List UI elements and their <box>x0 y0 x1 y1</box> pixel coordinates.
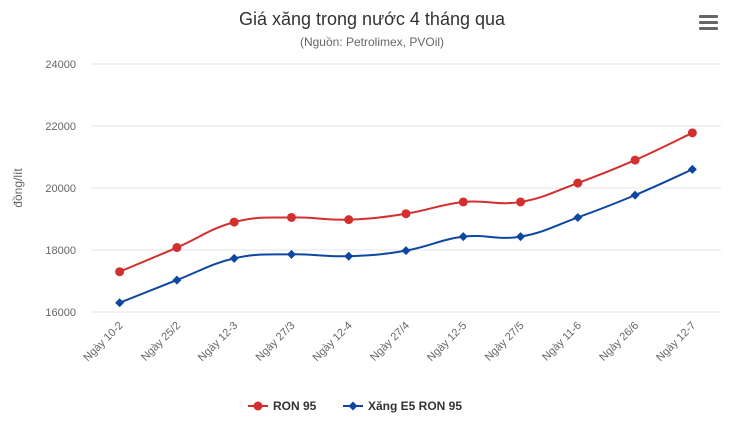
x-axis-ticks: Ngày 10-2 Ngày 25/2 Ngày 12-3 Ngày 27/3 Ngày… <box>81 320 698 364</box>
x-tick-label: Ngày 27/5 <box>483 320 527 364</box>
x-tick-label: Ngày 27/3 <box>254 320 298 364</box>
chart-subtitle: (Nguồn: Petrolimex, PVOil) <box>300 35 444 49</box>
hamburger-menu-icon[interactable] <box>696 10 722 34</box>
data-point[interactable] <box>172 243 182 253</box>
data-point[interactable] <box>344 215 354 225</box>
series-line-1 <box>119 168 693 304</box>
x-tick-label: Ngày 12-4 <box>310 320 354 364</box>
data-point[interactable] <box>229 217 239 227</box>
data-point[interactable] <box>229 253 239 263</box>
x-tick-label: Ngày 10-2 <box>81 320 125 364</box>
legend-label-ron95: RON 95 <box>273 399 317 413</box>
grid <box>91 63 721 313</box>
legend-item-ron95[interactable]: RON 95 <box>248 399 317 413</box>
x-tick-label: Ngày 12-5 <box>425 320 469 364</box>
data-point[interactable] <box>344 251 354 261</box>
legend-marker-diamond <box>348 401 358 411</box>
data-point[interactable] <box>516 197 526 207</box>
y-tick-label: 18000 <box>45 245 76 257</box>
chart-title: Giá xăng trong nước 4 tháng qua <box>239 9 506 29</box>
x-tick-label: Ngày 25/2 <box>139 320 183 364</box>
data-point[interactable] <box>458 232 468 242</box>
data-point[interactable] <box>401 209 411 219</box>
data-point[interactable] <box>115 298 125 308</box>
y-tick-label: 16000 <box>45 307 76 319</box>
data-point[interactable] <box>458 197 468 207</box>
x-tick-label: Ngày 12-3 <box>196 320 240 364</box>
data-point[interactable] <box>115 267 125 277</box>
x-tick-label: Ngày 27/4 <box>368 320 412 364</box>
data-point[interactable] <box>286 249 296 259</box>
y-tick-label: 24000 <box>45 59 76 71</box>
y-tick-label: 22000 <box>45 121 76 133</box>
data-point[interactable] <box>687 128 697 138</box>
y-axis-label: đồng/lít <box>11 168 25 208</box>
legend: RON 95 Xăng E5 RON 95 <box>248 399 462 413</box>
legend-label-e5-ron95: Xăng E5 RON 95 <box>368 399 462 413</box>
data-point[interactable] <box>516 232 526 242</box>
data-point[interactable] <box>573 212 583 222</box>
data-point[interactable] <box>172 275 182 285</box>
x-tick-label: Ngày 26/6 <box>597 320 641 364</box>
data-point[interactable] <box>286 212 296 222</box>
data-point[interactable] <box>630 190 640 200</box>
x-tick-label: Ngày 12-7 <box>654 320 698 364</box>
data-point[interactable] <box>573 178 583 188</box>
data-point[interactable] <box>630 155 640 165</box>
y-tick-label: 20000 <box>45 183 76 195</box>
legend-marker-circle <box>253 401 263 411</box>
y-axis-ticks: 16000 18000 20000 22000 24000 <box>45 59 76 319</box>
x-tick-label: Ngày 11-6 <box>540 320 584 364</box>
data-point[interactable] <box>687 164 697 174</box>
legend-item-e5-ron95[interactable]: Xăng E5 RON 95 <box>343 399 462 413</box>
data-point[interactable] <box>401 246 411 256</box>
series-layer <box>115 128 697 308</box>
